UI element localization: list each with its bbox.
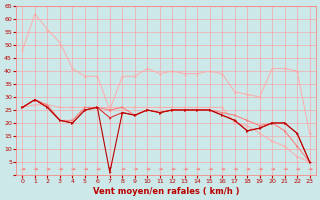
X-axis label: Vent moyen/en rafales ( km/h ): Vent moyen/en rafales ( km/h ) xyxy=(93,187,239,196)
